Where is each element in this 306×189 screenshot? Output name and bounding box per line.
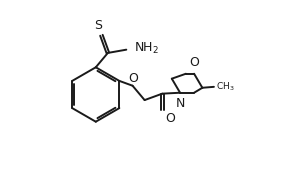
Text: S: S bbox=[94, 19, 102, 32]
Text: O: O bbox=[189, 56, 199, 69]
Text: N: N bbox=[175, 97, 185, 110]
Text: O: O bbox=[165, 112, 175, 125]
Text: O: O bbox=[129, 72, 138, 85]
Text: CH$_3$: CH$_3$ bbox=[216, 80, 234, 93]
Text: NH$_2$: NH$_2$ bbox=[134, 41, 159, 56]
